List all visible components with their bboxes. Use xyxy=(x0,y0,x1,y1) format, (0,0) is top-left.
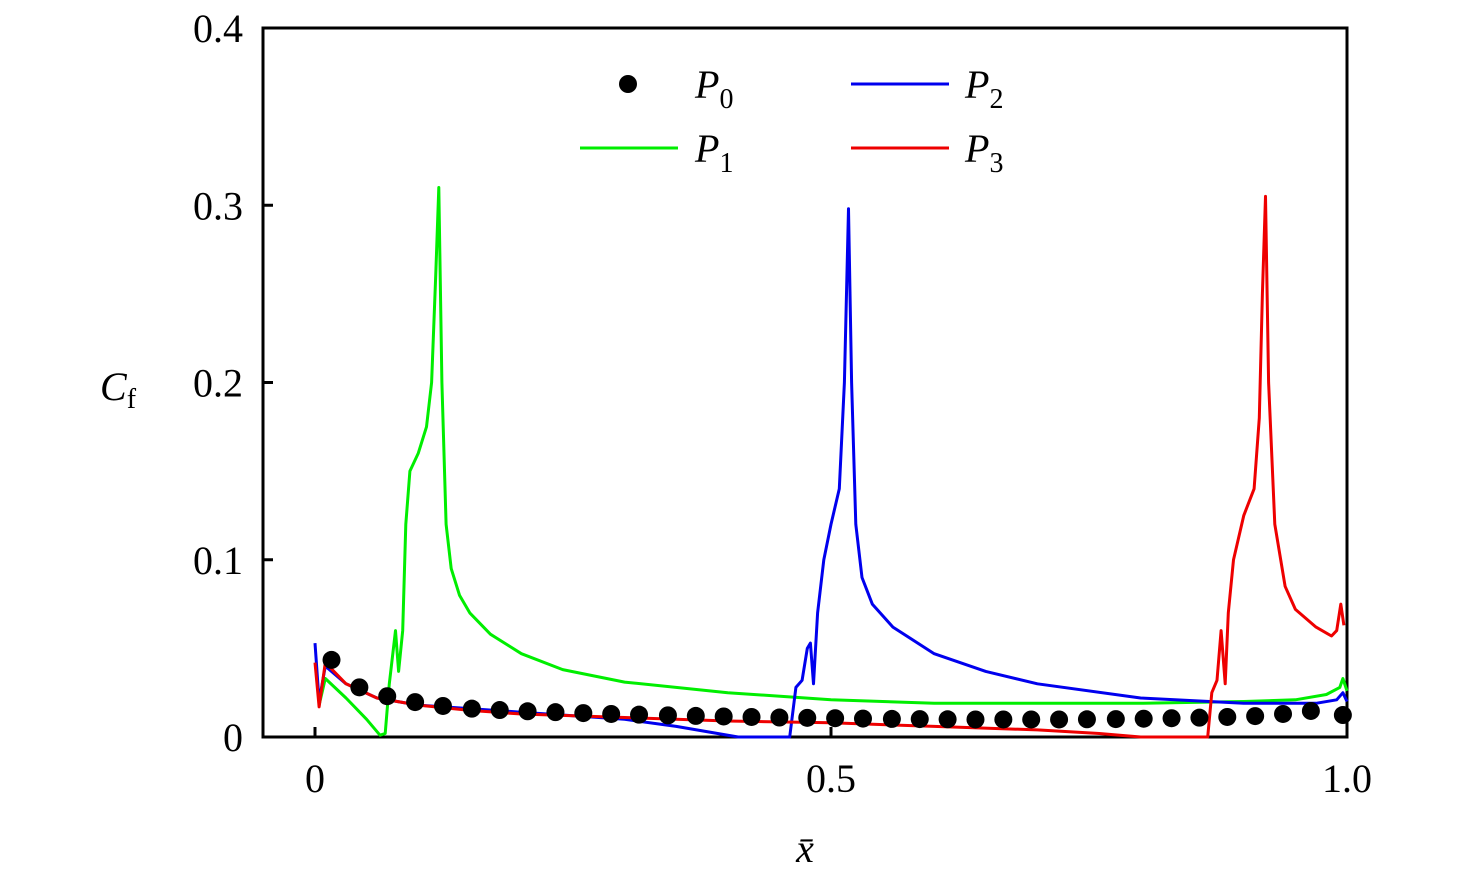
legend-marker-p0 xyxy=(619,75,637,93)
data-point-p0 xyxy=(994,710,1013,729)
data-point-p0 xyxy=(1022,710,1041,729)
data-point-p0 xyxy=(658,706,677,725)
data-point-p0 xyxy=(1218,707,1237,726)
data-point-p0 xyxy=(966,710,985,729)
data-point-p0 xyxy=(378,687,397,706)
x-tick-label: 0.5 xyxy=(806,756,856,801)
data-point-p0 xyxy=(1106,710,1125,729)
y-axis-label: Cf xyxy=(100,364,137,415)
data-point-p0 xyxy=(1050,710,1069,729)
data-point-p0 xyxy=(882,709,901,728)
y-tick-label: 0 xyxy=(223,715,243,760)
series-line-p2 xyxy=(313,207,1349,739)
data-point-p0 xyxy=(686,706,705,725)
data-point-p0 xyxy=(1134,709,1153,728)
data-point-p0 xyxy=(546,703,565,722)
data-point-p0 xyxy=(1162,709,1181,728)
y-tick-label: 0.1 xyxy=(193,538,243,583)
y-axis-label-sub: f xyxy=(127,384,137,415)
legend-label-p0: P0 xyxy=(694,62,733,115)
data-point-p0 xyxy=(1301,701,1320,720)
data-point-p0 xyxy=(518,702,537,721)
x-tick-label: 1.0 xyxy=(1322,756,1372,801)
y-axis-label-main: C xyxy=(100,364,128,409)
plot-frame xyxy=(261,26,1349,739)
x-tick-label: 0 xyxy=(305,756,325,801)
data-point-p0 xyxy=(1333,706,1352,725)
series-line-p3 xyxy=(313,194,1346,739)
x-axis-label: x̄ xyxy=(795,826,814,871)
data-point-p0 xyxy=(826,709,845,728)
data-point-p0 xyxy=(602,704,621,723)
y-tick-label: 0.3 xyxy=(193,183,243,228)
data-point-p0 xyxy=(574,704,593,723)
data-point-p0 xyxy=(714,707,733,726)
legend-label-p2: P2 xyxy=(964,62,1003,115)
data-point-p0 xyxy=(853,709,872,728)
data-point-p0 xyxy=(938,710,957,729)
data-point-p0 xyxy=(798,708,817,727)
data-point-p0 xyxy=(770,708,789,727)
legend-label-p3: P3 xyxy=(964,126,1003,179)
data-point-p0 xyxy=(350,678,369,697)
data-point-p0 xyxy=(742,707,761,726)
data-point-p0 xyxy=(490,701,509,720)
data-point-p0 xyxy=(1190,708,1209,727)
data-point-p0 xyxy=(1274,704,1293,723)
data-point-p0 xyxy=(1077,710,1096,729)
y-tick-label: 0.2 xyxy=(193,361,243,406)
data-point-p0 xyxy=(630,705,649,724)
legend: P0 P1 P2 P3 xyxy=(580,62,1003,179)
series-line-p1 xyxy=(317,186,1349,737)
data-point-p0 xyxy=(433,696,452,715)
data-point-p0 xyxy=(406,693,425,712)
data-point-p0 xyxy=(462,699,481,718)
y-tick-label: 0.4 xyxy=(193,6,243,51)
data-point-p0 xyxy=(1246,707,1265,726)
data-point-p0 xyxy=(910,710,929,729)
data-point-p0 xyxy=(322,650,341,669)
legend-label-p1: P1 xyxy=(694,126,733,179)
